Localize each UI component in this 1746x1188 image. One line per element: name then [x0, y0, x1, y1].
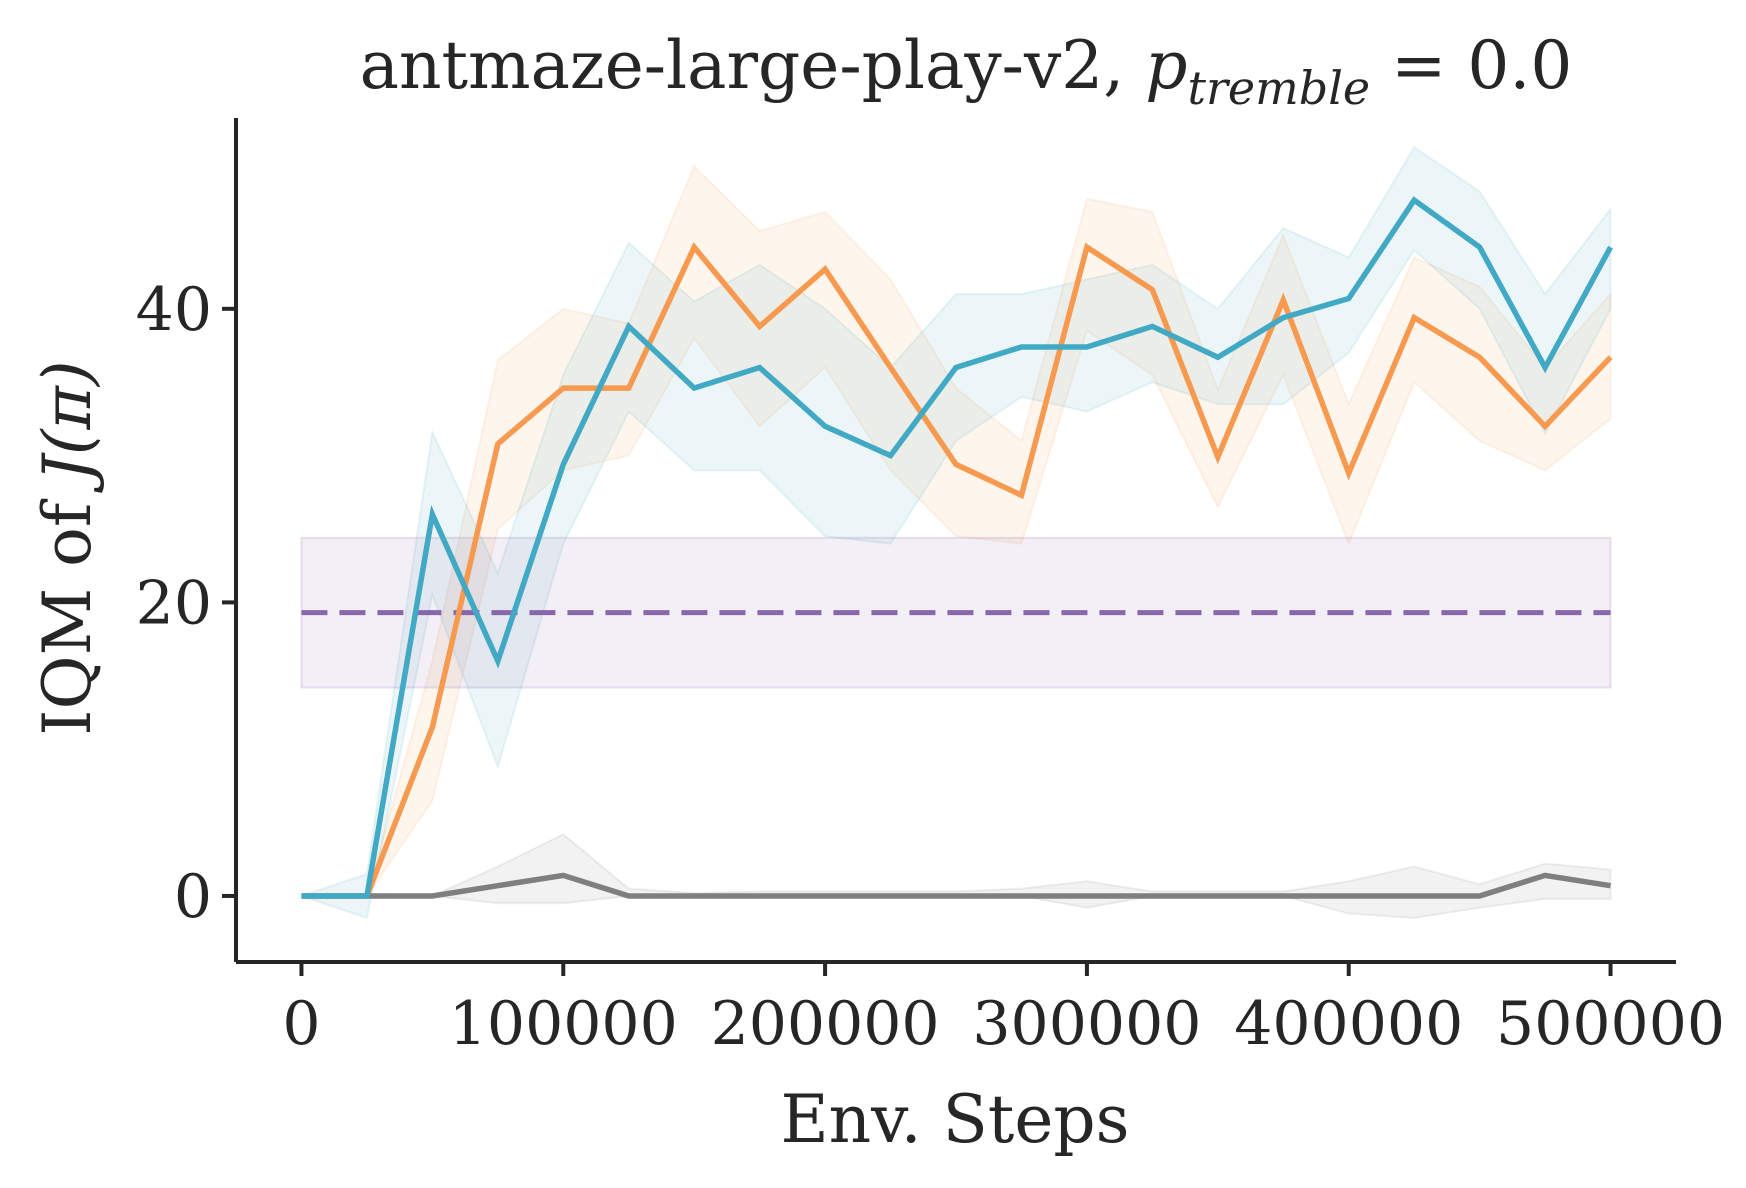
chart-title-text: antmaze-large-play-v2, — [360, 27, 1146, 104]
series-1-line — [301, 196, 1613, 899]
x-tick-label: 200000 — [711, 989, 940, 1059]
y-tick-label: 0 — [174, 862, 212, 932]
x-tick-label: 100000 — [449, 989, 678, 1059]
chart-title-math-subscript: tremble — [1187, 61, 1370, 115]
x-tick-label: 300000 — [972, 989, 1201, 1059]
baseline-group — [300, 536, 1612, 689]
series-2-band — [301, 833, 1612, 919]
chart-title: antmaze-large-play-v2, ptremble = 0.0 — [360, 27, 1573, 115]
y-axis-label: IQM of J(π) — [29, 360, 106, 735]
x-axis-label: Env. Steps — [780, 1081, 1129, 1158]
y-tick-label: 20 — [136, 568, 212, 638]
x-ticks: 0 100000 200000 300000 400000 500000 — [282, 962, 1725, 1059]
chart-title-math-symbol: p — [1145, 27, 1187, 104]
x-tick-label: 400000 — [1234, 989, 1463, 1059]
series-0-line — [301, 242, 1613, 899]
series-1-band — [298, 145, 1612, 920]
y-ticks: 0 20 40 — [136, 275, 236, 932]
series-lines — [301, 196, 1613, 899]
series-2-line — [301, 872, 1611, 899]
series-0-band — [301, 164, 1612, 897]
chart-title-math-rest: = 0.0 — [1370, 27, 1572, 104]
x-tick-label: 500000 — [1496, 989, 1725, 1059]
y-tick-label: 40 — [136, 275, 212, 345]
confidence-bands — [298, 145, 1612, 920]
x-tick-label: 0 — [282, 989, 320, 1059]
y-axis-label-math: J(π) — [29, 360, 106, 493]
y-axis-label-text: IQM of — [29, 482, 106, 736]
